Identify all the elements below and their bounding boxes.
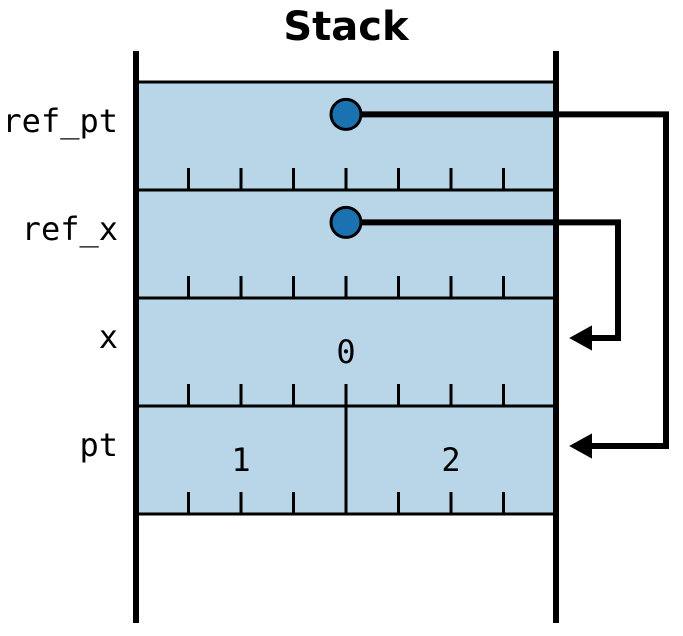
row-label-pt: pt (79, 426, 118, 464)
row-label-ref_pt: ref_pt (2, 102, 118, 140)
pointer-dot-ref_pt (331, 99, 361, 129)
cell-value-pt-0: 1 (231, 441, 250, 479)
row-label-ref_x: ref_x (22, 210, 118, 248)
stack-title: Stack (283, 4, 410, 50)
cell-value-pt-1: 2 (441, 441, 460, 479)
pointer-dot-ref_x (331, 207, 361, 237)
cell-value-x-0: 0 (336, 333, 355, 371)
row-label-x: x (99, 318, 118, 356)
